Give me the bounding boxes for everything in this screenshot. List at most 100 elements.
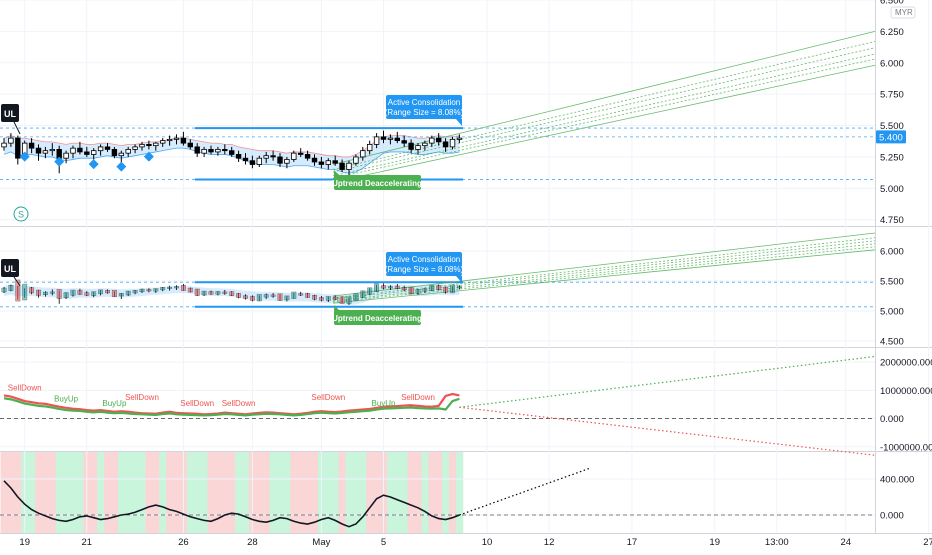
candle[interactable] xyxy=(318,156,325,169)
candle[interactable] xyxy=(174,285,179,290)
signal-annotation[interactable]: SellDown xyxy=(311,393,345,402)
candle[interactable] xyxy=(297,148,304,157)
candle[interactable] xyxy=(215,291,221,296)
candle[interactable] xyxy=(49,289,55,296)
candle[interactable] xyxy=(449,136,456,150)
candle[interactable] xyxy=(380,130,387,144)
candle[interactable] xyxy=(22,283,28,301)
price-tick-label[interactable]: 5.500 xyxy=(880,277,904,288)
candle[interactable] xyxy=(36,289,41,298)
candle[interactable] xyxy=(187,139,193,150)
candle[interactable] xyxy=(125,290,131,296)
candle[interactable] xyxy=(249,295,255,302)
candle[interactable] xyxy=(49,143,55,156)
time-tick-label[interactable]: 10 xyxy=(482,537,493,548)
time-tick-label[interactable]: 28 xyxy=(247,537,258,548)
candle[interactable] xyxy=(139,141,145,151)
ul-marker[interactable]: UL xyxy=(1,259,21,287)
price-tick-label[interactable]: 0.000 xyxy=(880,511,904,522)
signal-diamond[interactable] xyxy=(88,159,99,170)
price-tick-label[interactable]: 5.000 xyxy=(880,307,904,318)
candle[interactable] xyxy=(125,146,131,157)
candle[interactable] xyxy=(8,133,14,147)
signal-annotation[interactable]: BuyUp xyxy=(54,395,79,404)
candle[interactable] xyxy=(450,284,455,294)
price-tick-label[interactable]: 0.000 xyxy=(880,414,904,425)
candle[interactable] xyxy=(353,293,359,301)
candle[interactable] xyxy=(435,133,442,146)
candle[interactable] xyxy=(229,291,235,296)
candle[interactable] xyxy=(360,146,366,161)
candle[interactable] xyxy=(325,296,331,302)
consolidation-label[interactable]: Active Consolidation(Range Size = 8.08%) xyxy=(385,252,464,283)
candle[interactable] xyxy=(15,279,21,302)
last-price-badge[interactable] xyxy=(876,130,906,144)
trend-label[interactable]: Uptrend Deaccelerating xyxy=(332,170,422,190)
candle[interactable] xyxy=(408,286,414,295)
price-tick-label[interactable]: 6.000 xyxy=(880,58,904,69)
time-tick-label[interactable]: 19 xyxy=(19,537,30,548)
candle[interactable] xyxy=(374,283,380,292)
candle[interactable] xyxy=(201,146,207,157)
candle[interactable] xyxy=(339,159,345,173)
time-tick-label[interactable]: 12 xyxy=(544,537,555,548)
candle[interactable] xyxy=(387,134,394,145)
candle[interactable] xyxy=(312,294,317,301)
signal-annotation[interactable]: SellDown xyxy=(125,393,159,402)
candle[interactable] xyxy=(63,150,69,164)
candle[interactable] xyxy=(415,289,421,295)
candle[interactable] xyxy=(298,291,304,296)
candle[interactable] xyxy=(277,293,283,301)
candle[interactable] xyxy=(208,290,214,295)
candle[interactable] xyxy=(284,156,290,169)
candle[interactable] xyxy=(104,143,111,152)
candle[interactable] xyxy=(42,291,48,297)
time-tick-label[interactable]: 27 xyxy=(923,537,932,548)
price-tick-label[interactable]: 5.750 xyxy=(880,90,904,101)
candle[interactable] xyxy=(180,284,186,291)
signal-annotation[interactable]: BuyUp xyxy=(102,399,127,408)
signal-annotation[interactable]: SellDown xyxy=(180,399,214,408)
candle[interactable] xyxy=(256,294,262,302)
series-line-buyup[interactable] xyxy=(3,397,460,417)
candle[interactable] xyxy=(160,287,166,292)
candle[interactable] xyxy=(339,296,345,304)
candle[interactable] xyxy=(111,146,118,159)
candle[interactable] xyxy=(456,134,463,144)
candle[interactable] xyxy=(442,138,449,152)
consolidation-label[interactable]: Active Consolidation(Range Size = 8.08%) xyxy=(385,95,464,126)
candle[interactable] xyxy=(28,138,35,154)
candle[interactable] xyxy=(91,291,97,298)
time-tick-label[interactable]: 13:00 xyxy=(765,537,789,548)
time-tick-label[interactable]: 19 xyxy=(709,537,720,548)
candle[interactable] xyxy=(1,287,7,293)
signal-diamond[interactable] xyxy=(143,151,154,162)
candle[interactable] xyxy=(222,144,228,155)
candle[interactable] xyxy=(153,288,159,293)
candle[interactable] xyxy=(228,146,235,157)
candle[interactable] xyxy=(429,135,435,147)
candle[interactable] xyxy=(159,138,166,147)
candle[interactable] xyxy=(291,291,297,299)
signal-diamond[interactable] xyxy=(116,161,127,172)
candle[interactable] xyxy=(408,139,414,154)
candle[interactable] xyxy=(77,288,83,295)
series-line-selldown[interactable] xyxy=(3,392,460,416)
price-tick-label[interactable]: 5.000 xyxy=(880,184,904,195)
candle[interactable] xyxy=(243,294,248,300)
candle[interactable] xyxy=(387,285,393,290)
candle[interactable] xyxy=(422,140,428,151)
candle[interactable] xyxy=(63,292,69,299)
candle[interactable] xyxy=(235,150,242,162)
price-tick-label[interactable]: 400.000 xyxy=(880,475,914,486)
candle[interactable] xyxy=(373,133,380,149)
price-tick-label[interactable]: 4.750 xyxy=(880,215,904,226)
candle[interactable] xyxy=(256,155,262,167)
candle[interactable] xyxy=(222,290,228,295)
candle[interactable] xyxy=(429,284,435,292)
candle[interactable] xyxy=(194,143,200,157)
candle[interactable] xyxy=(456,285,462,290)
signal-diamond[interactable] xyxy=(54,156,65,167)
